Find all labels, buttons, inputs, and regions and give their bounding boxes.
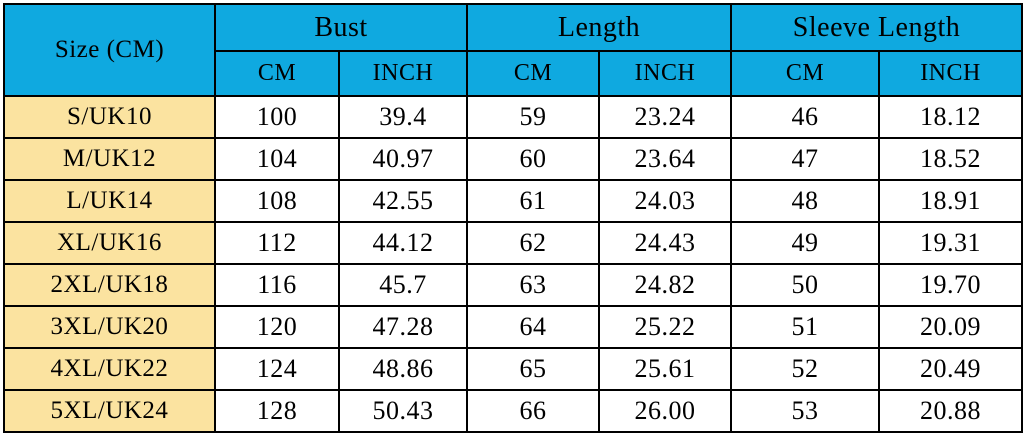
cell-bust-inch: 47.28	[337, 305, 469, 349]
cell-bust-inch: 45.7	[337, 263, 469, 307]
table-row: 3XL/UK20 120 47.28 64 25.22 51 20.09	[3, 305, 1024, 349]
cell-bust-cm: 100	[214, 95, 340, 139]
cell-size: M/UK12	[3, 137, 216, 181]
header-bust-cm: CM	[214, 50, 340, 97]
table-row: XL/UK16 112 44.12 62 24.43 49 19.31	[3, 221, 1024, 265]
cell-length-cm: 61	[466, 179, 601, 223]
cell-bust-inch: 48.86	[337, 347, 469, 391]
cell-bust-inch: 40.97	[337, 137, 469, 181]
cell-length-cm: 65	[466, 347, 601, 391]
cell-sleeve-inch: 20.09	[878, 305, 1024, 349]
cell-size: 2XL/UK18	[3, 263, 216, 307]
cell-sleeve-cm: 47	[730, 137, 881, 181]
header-sleeve-inch: INCH	[878, 50, 1024, 97]
cell-sleeve-cm: 46	[730, 95, 881, 139]
header-sleeve-cm: CM	[730, 50, 881, 97]
cell-length-inch: 23.64	[598, 137, 733, 181]
table-body: S/UK10 100 39.4 59 23.24 46 18.12 M/UK12…	[3, 95, 1024, 433]
header-length-cm: CM	[466, 50, 601, 97]
cell-bust-cm: 120	[214, 305, 340, 349]
cell-sleeve-cm: 48	[730, 179, 881, 223]
cell-sleeve-inch: 20.49	[878, 347, 1024, 391]
cell-sleeve-cm: 50	[730, 263, 881, 307]
cell-length-cm: 64	[466, 305, 601, 349]
cell-sleeve-inch: 18.91	[878, 179, 1024, 223]
cell-bust-cm: 116	[214, 263, 340, 307]
cell-size: L/UK14	[3, 179, 216, 223]
cell-bust-inch: 42.55	[337, 179, 469, 223]
cell-size: 4XL/UK22	[3, 347, 216, 391]
table-row: 5XL/UK24 128 50.43 66 26.00 53 20.88	[3, 389, 1024, 433]
cell-sleeve-cm: 51	[730, 305, 881, 349]
cell-size: 3XL/UK20	[3, 305, 216, 349]
cell-bust-cm: 108	[214, 179, 340, 223]
cell-length-cm: 63	[466, 263, 601, 307]
cell-length-inch: 23.24	[598, 95, 733, 139]
cell-length-inch: 24.82	[598, 263, 733, 307]
cell-bust-inch: 50.43	[337, 389, 469, 433]
cell-bust-cm: 124	[214, 347, 340, 391]
cell-length-inch: 26.00	[598, 389, 733, 433]
table-row: L/UK14 108 42.55 61 24.03 48 18.91	[3, 179, 1024, 223]
cell-sleeve-cm: 52	[730, 347, 881, 391]
header-row-units: CM INCH CM INCH CM INCH	[4, 50, 1024, 97]
header-length-inch: INCH	[598, 50, 733, 97]
header-sleeve-length: Sleeve Length	[730, 3, 1024, 52]
cell-length-cm: 62	[466, 221, 601, 265]
cell-bust-inch: 44.12	[337, 221, 469, 265]
cell-length-inch: 25.61	[598, 347, 733, 391]
cell-length-inch: 25.22	[598, 305, 733, 349]
table-row: 4XL/UK22 124 48.86 65 25.61 52 20.49	[3, 347, 1024, 391]
cell-sleeve-inch: 19.70	[878, 263, 1024, 307]
cell-bust-cm: 128	[214, 389, 340, 433]
cell-length-cm: 60	[466, 137, 601, 181]
cell-length-inch: 24.03	[598, 179, 733, 223]
cell-sleeve-cm: 49	[730, 221, 881, 265]
table-row: S/UK10 100 39.4 59 23.24 46 18.12	[3, 95, 1024, 139]
header-size: Size (CM)	[3, 3, 216, 97]
header-length: Length	[466, 3, 733, 52]
cell-size: XL/UK16	[3, 221, 216, 265]
cell-size: S/UK10	[3, 95, 216, 139]
size-chart-table: Size (CM) Bust Length Sleeve Length CM I…	[3, 3, 1024, 433]
header-bust: Bust	[213, 3, 469, 52]
cell-sleeve-inch: 18.12	[878, 95, 1024, 139]
header-bust-inch: INCH	[337, 50, 469, 97]
cell-sleeve-inch: 20.88	[878, 389, 1024, 433]
cell-length-cm: 59	[466, 95, 601, 139]
table-row: M/UK12 104 40.97 60 23.64 47 18.52	[3, 137, 1024, 181]
cell-length-inch: 24.43	[598, 221, 733, 265]
cell-sleeve-inch: 18.52	[878, 137, 1024, 181]
table-row: 2XL/UK18 116 45.7 63 24.82 50 19.70	[3, 263, 1024, 307]
cell-size: 5XL/UK24	[3, 389, 216, 433]
header-row-groups: Size (CM) Bust Length Sleeve Length	[3, 3, 1024, 97]
cell-sleeve-inch: 19.31	[878, 221, 1024, 265]
cell-bust-cm: 112	[214, 221, 340, 265]
cell-bust-inch: 39.4	[337, 95, 469, 139]
cell-sleeve-cm: 53	[730, 389, 881, 433]
cell-length-cm: 66	[466, 389, 601, 433]
cell-bust-cm: 104	[214, 137, 340, 181]
table-header: Size (CM) Bust Length Sleeve Length CM I…	[3, 3, 1024, 97]
